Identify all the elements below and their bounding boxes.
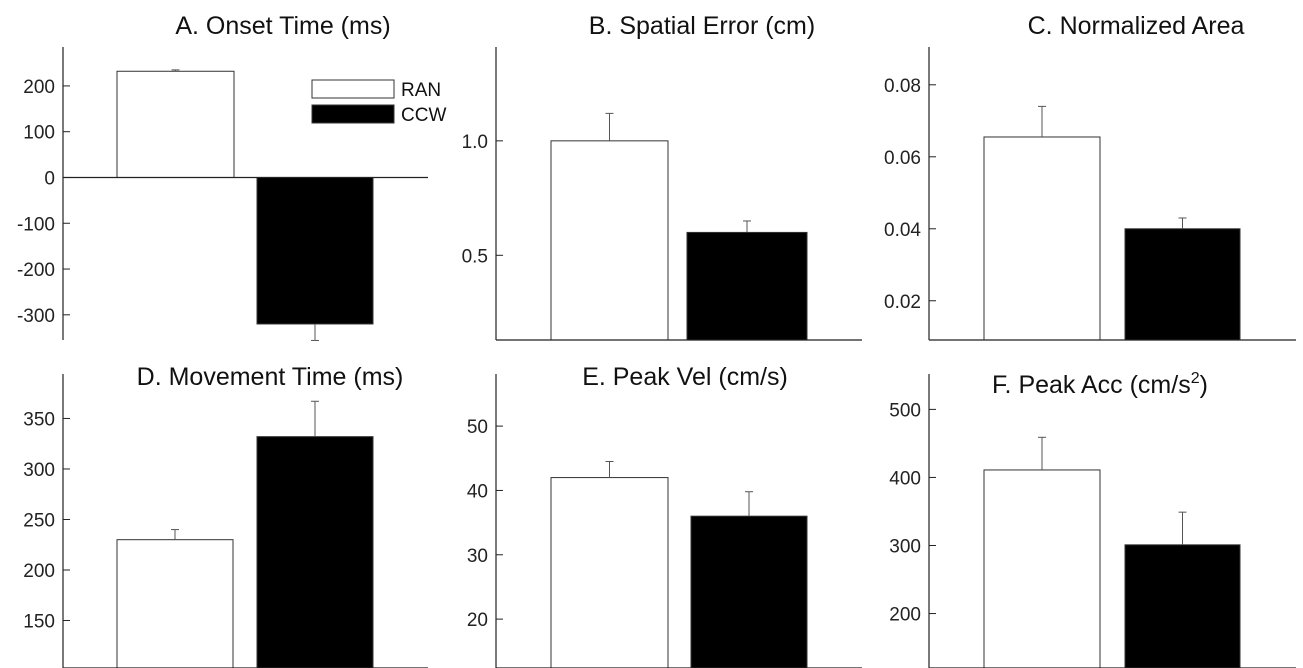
bar-ran xyxy=(116,539,234,668)
bar-ccw xyxy=(686,231,808,341)
y-tick-label: 350 xyxy=(23,409,55,430)
y-tick-label: 0.06 xyxy=(884,148,921,169)
y-tick-label: 0.08 xyxy=(884,76,921,97)
panel-title: C. Normalized Area xyxy=(1028,12,1245,40)
y-tick-label: -100 xyxy=(17,214,55,235)
legend-label-ran: RAN xyxy=(401,80,441,101)
legend-swatch-ccw xyxy=(311,104,395,124)
y-tick-label: 40 xyxy=(467,481,488,502)
y-tick-label: 250 xyxy=(23,510,55,531)
bar-ran xyxy=(983,469,1101,668)
bar-ccw xyxy=(256,436,374,668)
y-tick-label: 0.04 xyxy=(884,220,921,241)
y-tick-label: 100 xyxy=(23,123,55,144)
y-tick-label: 200 xyxy=(23,77,55,98)
panel-title: E. Peak Vel (cm/s) xyxy=(582,363,788,391)
legend: RAN CCW xyxy=(311,79,446,126)
y-tick-label: 150 xyxy=(23,612,55,633)
panel-e: E. Peak Vel (cm/s) 50 40 30 20 xyxy=(467,363,862,668)
bar-ran xyxy=(550,477,669,668)
y-tick-label: 0 xyxy=(44,168,55,189)
y-tick-label: 30 xyxy=(467,546,488,567)
panel-title: A. Onset Time (ms) xyxy=(175,12,390,40)
y-tick-label: -200 xyxy=(17,260,55,281)
y-tick-label: 1.0 xyxy=(462,132,488,153)
bar-ccw xyxy=(690,515,808,668)
panel-c: C. Normalized Area 0.08 0.06 0.04 0.02 xyxy=(884,12,1296,341)
bar-ccw xyxy=(1124,544,1241,668)
y-tick-label: 0.5 xyxy=(462,246,488,267)
panel-title: F. Peak Acc (cm/s2) xyxy=(992,370,1208,399)
y-tick-label: 500 xyxy=(889,400,921,421)
bar-ccw xyxy=(1124,228,1241,341)
panel-b: B. Spatial Error (cm) 1.0 0.5 xyxy=(462,12,862,341)
panel-title: B. Spatial Error (cm) xyxy=(589,12,815,40)
y-tick-label: 300 xyxy=(889,537,921,558)
bar-ran xyxy=(983,136,1101,341)
bar-ran xyxy=(550,140,669,341)
panel-a: A. Onset Time (ms) 200 100 0 -100 -200 -300 xyxy=(17,12,428,341)
y-tick-label: 200 xyxy=(23,561,55,582)
y-tick-label: 50 xyxy=(467,417,488,438)
title-end: ) xyxy=(1200,371,1208,399)
panel-title: D. Movement Time (ms) xyxy=(137,363,404,391)
y-tick-label: 0.02 xyxy=(884,292,921,313)
panel-f: F. Peak Acc (cm/s2) 500 400 300 200 xyxy=(889,370,1296,668)
y-tick-label: 300 xyxy=(23,460,55,481)
legend-label-ccw: CCW xyxy=(401,105,446,126)
y-tick-label: 20 xyxy=(467,610,488,631)
y-tick-label: -300 xyxy=(17,306,55,327)
bar-ran xyxy=(116,70,235,178)
y-tick-label: 200 xyxy=(889,605,921,626)
y-tick-label: 400 xyxy=(889,468,921,489)
title-superscript: 2 xyxy=(1191,370,1200,387)
panel-d: D. Movement Time (ms) 350 300 250 200 150 xyxy=(23,363,428,668)
bar-ccw xyxy=(256,176,374,325)
legend-swatch-ran xyxy=(311,79,395,99)
